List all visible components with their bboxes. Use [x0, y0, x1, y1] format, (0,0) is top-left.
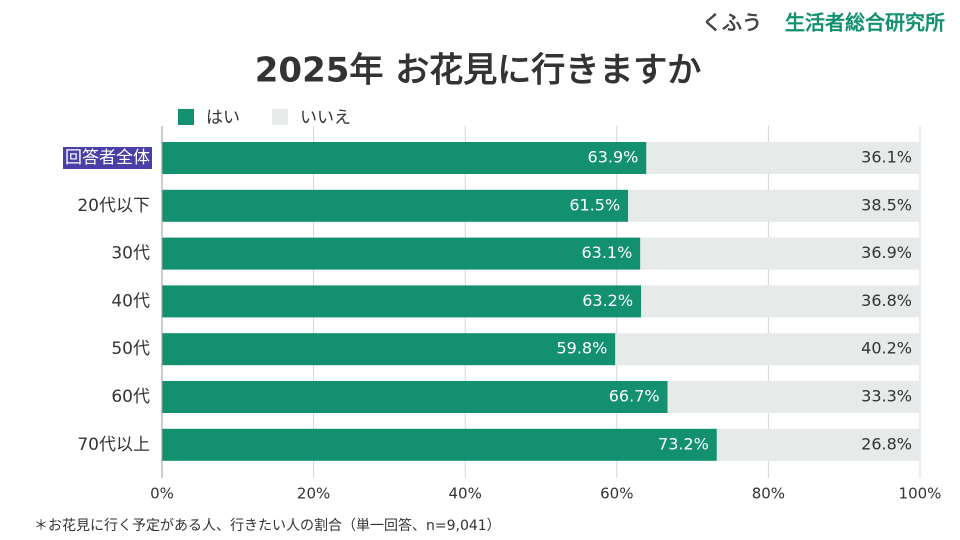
- bar-segment: [667, 381, 920, 413]
- value-label: 38.5%: [861, 195, 912, 214]
- x-tick-label: 80%: [752, 485, 785, 503]
- bar-segment: [615, 333, 920, 366]
- y-tick-label: 回答者全体: [65, 148, 150, 168]
- bar-segment: [162, 333, 616, 366]
- x-tick-label: 20%: [297, 485, 330, 503]
- value-label: 63.2%: [582, 291, 633, 310]
- legend-label: はい: [206, 108, 240, 128]
- bar-segment: [716, 428, 920, 461]
- legend-swatch: [178, 109, 194, 125]
- bar-segment: [162, 237, 641, 270]
- value-label: 73.2%: [658, 434, 709, 453]
- x-tick-label: 0%: [150, 485, 174, 503]
- value-label: 59.8%: [556, 339, 607, 358]
- brand-name: 生活者総合研究所: [785, 11, 945, 35]
- legend-label: いいえ: [300, 108, 351, 128]
- bar-segment: [646, 142, 920, 174]
- bar-segment: [162, 285, 642, 318]
- value-label: 36.9%: [861, 243, 912, 262]
- value-label: 36.8%: [861, 291, 912, 310]
- y-tick-label: 20代以下: [77, 196, 150, 216]
- x-tick-label: 100%: [899, 485, 942, 503]
- x-tick-label: 40%: [449, 485, 482, 503]
- value-label: 66.7%: [609, 387, 660, 406]
- bar-segment: [628, 189, 920, 222]
- y-tick-label: 70代以上: [77, 435, 150, 455]
- value-label: 36.1%: [861, 148, 912, 167]
- y-tick-label: 40代: [111, 291, 150, 311]
- bar-segment: [640, 237, 920, 270]
- value-label: 63.9%: [588, 148, 639, 167]
- footnote: ＊お花見に行く予定がある人、行きたい人の割合（単一回答、n=9,041）: [34, 517, 501, 534]
- y-tick-label: 60代: [111, 387, 150, 407]
- bar-segment: [162, 142, 647, 174]
- bar-segment: [162, 428, 717, 461]
- chart-title: 2025年 お花見に行きますか: [255, 51, 701, 91]
- bar-segment: [162, 381, 668, 413]
- brand-prefix: くふう: [702, 11, 762, 35]
- value-label: 26.8%: [861, 434, 912, 453]
- bar-segment: [641, 285, 920, 318]
- y-tick-label: 50代: [111, 339, 150, 359]
- category-highlight: [63, 147, 152, 169]
- value-label: 61.5%: [569, 195, 620, 214]
- value-label: 33.3%: [861, 387, 912, 406]
- bar-segment: [162, 189, 629, 222]
- value-label: 63.1%: [581, 243, 632, 262]
- value-label: 40.2%: [861, 339, 912, 358]
- legend-swatch: [272, 109, 288, 125]
- y-tick-label: 30代: [111, 244, 150, 264]
- x-tick-label: 60%: [600, 485, 633, 503]
